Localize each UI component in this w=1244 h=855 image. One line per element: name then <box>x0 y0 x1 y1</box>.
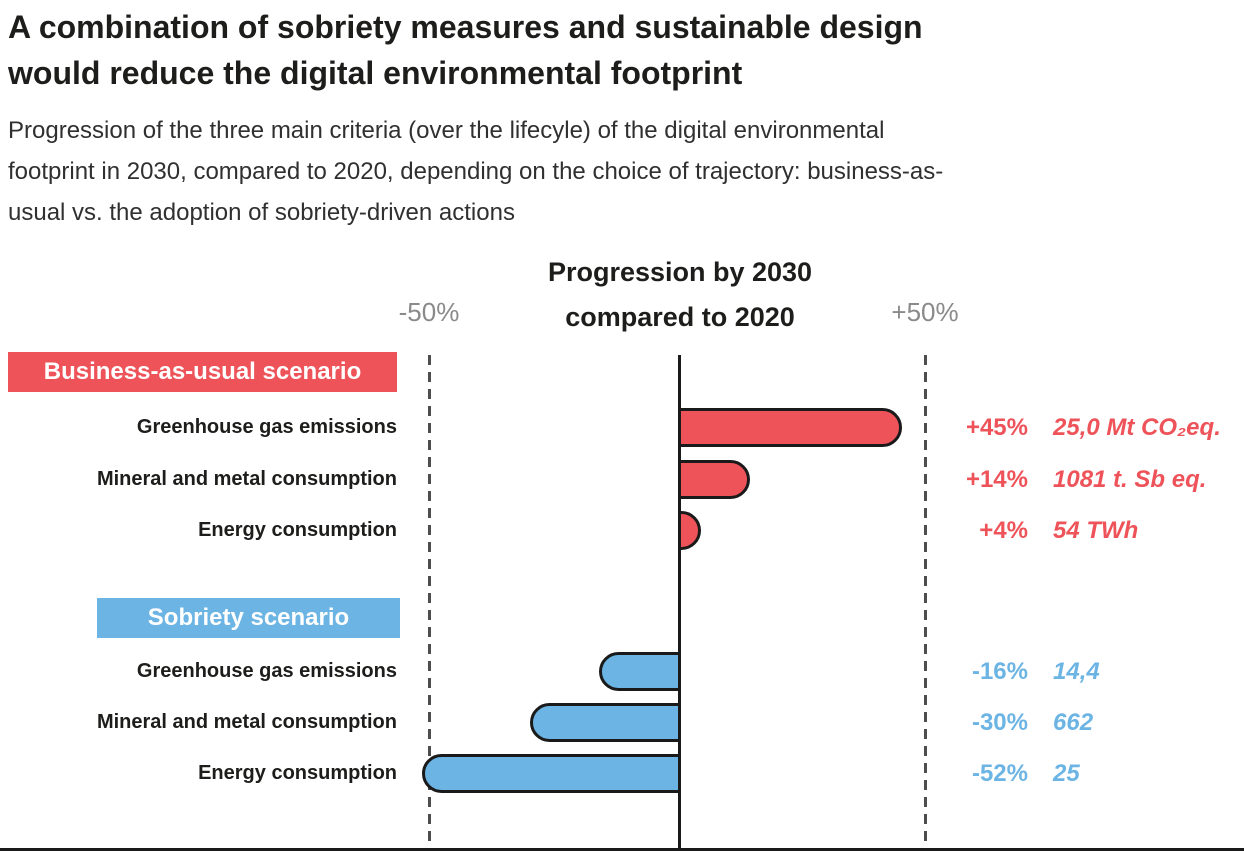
value-unit: 25,0 Mt CO₂eq. <box>1053 414 1221 441</box>
row-label: Greenhouse gas emissions <box>136 416 397 438</box>
page-subtitle-line-1: Progression of the three main criteria (… <box>8 117 885 144</box>
value-percent: -16% <box>971 658 1028 685</box>
chart-row: Greenhouse gas emissions -16% 14,4 <box>0 652 1244 691</box>
page-title-line-1: A combination of sobriety measures and s… <box>8 9 923 45</box>
chart-row: Mineral and metal consumption -30% 662 <box>0 703 1244 742</box>
page-title-line-2: would reduce the digital environmental f… <box>8 55 743 91</box>
page-subtitle-line-3: usual vs. the adoption of sobriety-drive… <box>8 199 515 226</box>
chart-title: Progression by 2030 compared to 2020 <box>548 250 812 340</box>
badge-business-as-usual: Business-as-usual scenario <box>8 352 397 392</box>
row-label: Mineral and metal consumption <box>96 468 397 490</box>
zero-axis-line <box>678 355 681 848</box>
chart-row: Energy consumption -52% 25 <box>0 754 1244 793</box>
value-unit: 54 TWh <box>1053 517 1139 544</box>
chart-row: Energy consumption +4% 54 TWh <box>0 511 1244 550</box>
row-label: Mineral and metal consumption <box>96 711 397 733</box>
value-unit: 25 <box>1053 760 1080 787</box>
page-subtitle-line-2: footprint in 2030, compared to 2020, dep… <box>8 158 944 185</box>
axis-tick-plus-50: +50% <box>891 297 959 327</box>
gridline-minus-50 <box>428 355 431 848</box>
axis-tick-minus-50: -50% <box>398 297 460 327</box>
gridline-plus-50 <box>924 355 927 848</box>
value-unit: 1081 t. Sb eq. <box>1053 466 1207 493</box>
bar-negative <box>530 703 681 742</box>
value-percent: +4% <box>979 517 1028 544</box>
bottom-axis-line <box>0 848 1244 851</box>
bar-positive <box>678 511 701 550</box>
chart-title-line-1: Progression by 2030 <box>547 257 813 287</box>
bar-negative <box>599 652 681 691</box>
value-percent: +14% <box>965 466 1028 493</box>
page-subtitle: Progression of the three main criteria (… <box>8 110 943 233</box>
value-percent: +45% <box>965 414 1028 441</box>
page-title: A combination of sobriety measures and s… <box>8 4 923 96</box>
badge-sobriety: Sobriety scenario <box>97 598 400 638</box>
value-unit: 662 <box>1053 709 1094 736</box>
chart-title-line-2: compared to 2020 <box>565 302 795 332</box>
bar-positive <box>678 408 902 447</box>
chart-row: Greenhouse gas emissions +45% 25,0 Mt CO₂e… <box>0 408 1244 447</box>
chart-row: Mineral and metal consumption +14% 1081 t.… <box>0 460 1244 499</box>
row-label: Greenhouse gas emissions <box>136 660 397 682</box>
row-label: Energy consumption <box>198 762 397 784</box>
row-label: Energy consumption <box>198 519 397 541</box>
value-percent: -52% <box>971 760 1028 787</box>
value-unit: 14,4 <box>1053 658 1100 685</box>
value-percent: -30% <box>971 709 1028 736</box>
bar-positive <box>678 460 750 499</box>
bar-negative <box>422 754 681 793</box>
